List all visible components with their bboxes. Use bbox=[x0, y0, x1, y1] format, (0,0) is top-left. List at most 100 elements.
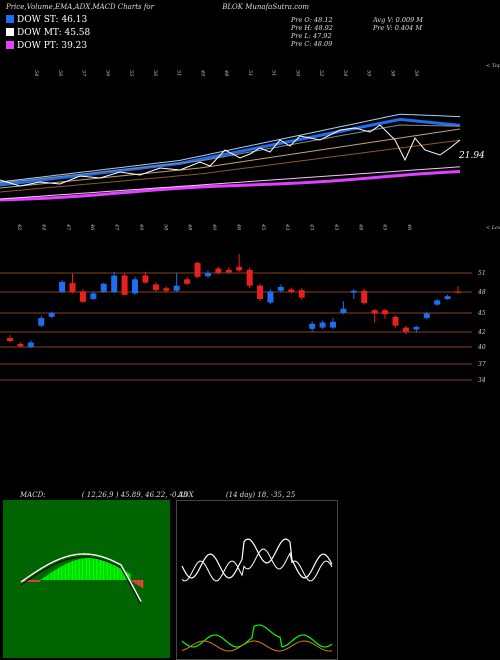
low-tick: 42 bbox=[16, 223, 22, 230]
macd-bar bbox=[136, 580, 138, 585]
y-tick-label: 48 bbox=[477, 289, 486, 296]
macd-bar bbox=[58, 567, 60, 580]
macd-bar bbox=[46, 575, 48, 580]
ema-short-line bbox=[0, 117, 461, 187]
candle-body bbox=[236, 266, 243, 271]
macd-bar bbox=[132, 580, 134, 582]
adx-minus-di-line bbox=[181, 640, 333, 652]
macd-bar bbox=[94, 558, 96, 580]
candle-body bbox=[350, 290, 357, 293]
candle-body bbox=[142, 275, 149, 283]
candle-body bbox=[152, 284, 159, 291]
macd-label: MACD: bbox=[20, 491, 46, 499]
candle-body bbox=[132, 279, 139, 294]
candle-body bbox=[69, 283, 76, 292]
candle-body bbox=[361, 290, 368, 304]
macd-bar bbox=[130, 580, 132, 581]
macd-bar bbox=[55, 569, 57, 580]
macd-bar bbox=[133, 580, 135, 583]
macd-bar bbox=[72, 561, 74, 580]
low-tick: 50 bbox=[162, 224, 168, 231]
low-tick: 49 bbox=[138, 223, 144, 231]
candle-body bbox=[27, 342, 34, 347]
macd-bar bbox=[142, 580, 144, 589]
legend-dow-pt: DOW PT: 39.23 bbox=[6, 41, 87, 51]
macd-bar bbox=[44, 577, 46, 580]
macd-bar bbox=[97, 558, 99, 580]
macd-bar bbox=[115, 565, 117, 580]
macd-bar bbox=[140, 580, 142, 588]
low-tick: 47 bbox=[114, 223, 120, 231]
low-tick: 44 bbox=[40, 223, 46, 230]
legend-dow-st: DOW ST: 46.13 bbox=[6, 15, 87, 25]
top-tick: 56 bbox=[152, 70, 158, 77]
macd-bar bbox=[105, 561, 107, 580]
macd-bar bbox=[52, 571, 54, 580]
price-chart: < Tops < Lows 21.94 54 56 57 56 55 56 51 49 48 51 51 5… bbox=[0, 63, 500, 384]
macd-bar bbox=[129, 574, 131, 580]
stat-pre-volume: Pre V: 0.404 M bbox=[373, 24, 423, 32]
macd-header: MACD: ( 12,26,9 ) 45.89, 46.22, -0.33 bbox=[20, 491, 188, 499]
candle-body bbox=[225, 269, 232, 273]
candle-body bbox=[194, 262, 201, 277]
macd-bar bbox=[59, 567, 61, 580]
macd-bar bbox=[38, 580, 40, 582]
top-tick: 51 bbox=[176, 70, 182, 76]
candle-body bbox=[392, 316, 399, 326]
macd-bar bbox=[35, 580, 37, 582]
chart-title-text: Price,Volume,EMA,ADX,MACD Charts for bbox=[6, 3, 154, 11]
candle-body bbox=[277, 286, 284, 291]
low-tick: 48 bbox=[357, 223, 363, 230]
macd-line bbox=[20, 553, 142, 602]
candle-body bbox=[434, 300, 441, 305]
low-tick: 46 bbox=[235, 223, 241, 231]
adx-plus-di-line bbox=[181, 624, 333, 648]
candle-body bbox=[267, 291, 274, 303]
macd-signal-line bbox=[20, 556, 142, 605]
candle-body bbox=[329, 321, 336, 328]
stat-pre-open: Pre O: 48.12 bbox=[291, 16, 333, 24]
legend-swatch bbox=[6, 28, 14, 36]
macd-values: ( 12,26,9 ) 45.89, 46.22, -0.33 bbox=[81, 491, 188, 499]
ema-long-line bbox=[0, 170, 461, 202]
macd-bar bbox=[91, 558, 93, 580]
site-name: MunafaSutra.com bbox=[245, 3, 309, 11]
macd-bar bbox=[74, 560, 76, 580]
candle-body bbox=[100, 283, 107, 292]
adx-header: ADX (14 day) 18, -35, 25 bbox=[178, 491, 295, 499]
candle-body bbox=[413, 326, 420, 330]
low-tick: 43 bbox=[333, 223, 339, 230]
macd-bar bbox=[101, 559, 103, 580]
macd-bar bbox=[84, 558, 86, 580]
top-tick: 50 bbox=[294, 70, 300, 77]
macd-bar bbox=[45, 576, 47, 580]
macd-bar bbox=[95, 558, 97, 580]
stat-pre-close: Pre C: 48.09 bbox=[291, 40, 333, 48]
macd-panel bbox=[3, 500, 170, 658]
macd-bar bbox=[81, 558, 83, 580]
low-tick: 43 bbox=[309, 223, 315, 230]
macd-bar bbox=[83, 558, 85, 580]
ema-short-inner bbox=[0, 113, 461, 183]
candle-body bbox=[444, 296, 451, 299]
macd-bar bbox=[122, 569, 124, 580]
candle-body bbox=[246, 269, 253, 286]
candle-body bbox=[7, 338, 13, 341]
top-tick: 56 bbox=[104, 70, 110, 77]
candle-body bbox=[59, 281, 66, 292]
y-tick-label: 45 bbox=[477, 310, 486, 317]
stats-col-1: Pre O: 48.12 Pre H: 48.92 Pre L: 47.92 P… bbox=[291, 16, 333, 48]
tops-label: < Tops bbox=[486, 63, 500, 69]
macd-bar bbox=[48, 574, 50, 580]
candle-body bbox=[340, 308, 347, 313]
macd-bar bbox=[34, 580, 36, 582]
low-tick: 43 bbox=[284, 223, 290, 230]
adx-line bbox=[181, 538, 333, 579]
candle-body bbox=[423, 313, 430, 319]
legend-label: DOW MT: 45.58 bbox=[17, 28, 91, 38]
macd-bar bbox=[49, 573, 51, 580]
macd-bar bbox=[111, 563, 113, 580]
top-tick: 52 bbox=[318, 70, 324, 76]
macd-bar bbox=[53, 570, 55, 580]
legend-label: DOW PT: 39.23 bbox=[17, 41, 88, 51]
